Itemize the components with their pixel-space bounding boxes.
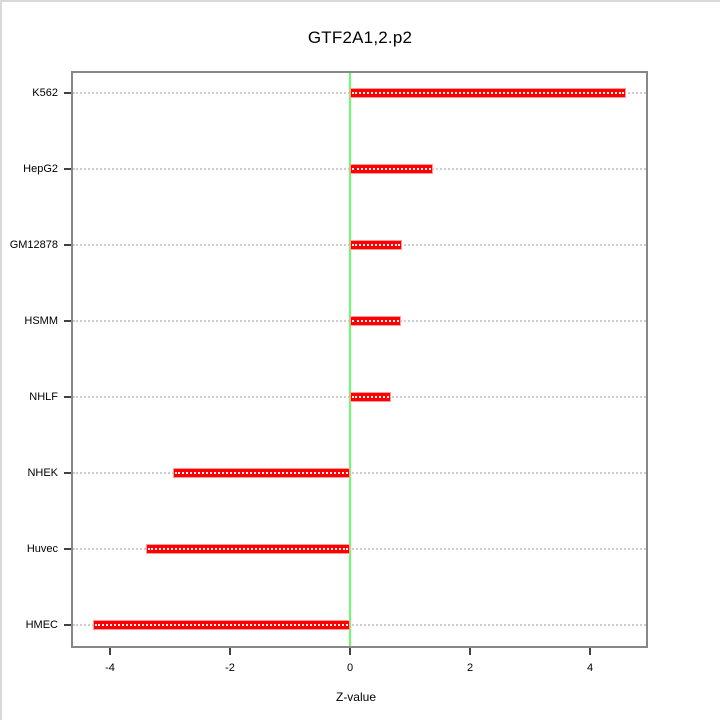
bar (146, 544, 350, 554)
y-axis-tick (64, 472, 71, 474)
screenshot-top-edge (0, 0, 720, 2)
y-axis-tick (64, 548, 71, 550)
bar (350, 164, 433, 174)
x-axis-label: Z-value (335, 690, 376, 704)
bar-center-dots (352, 320, 399, 322)
y-axis-tick (64, 92, 71, 94)
x-axis-tick (589, 648, 591, 655)
y-axis-tick (64, 320, 71, 322)
y-axis-tick (64, 244, 71, 246)
bar (350, 88, 626, 98)
y-tick-label: NHEK (27, 467, 58, 479)
y-axis-tick (64, 168, 71, 170)
y-axis-tick (64, 624, 71, 626)
bar (350, 240, 403, 250)
x-axis-tick (349, 648, 351, 655)
plot-area (71, 71, 648, 648)
y-tick-label: HSMM (24, 315, 58, 327)
bar-center-dots (175, 472, 348, 474)
bar-center-dots (352, 396, 389, 398)
bar (350, 316, 401, 326)
bar-center-dots (352, 168, 431, 170)
x-tick-label: 0 (346, 662, 354, 674)
y-tick-label: Huvec (26, 543, 58, 555)
chart-title: GTF2A1,2.p2 (307, 28, 413, 47)
y-axis-tick (64, 396, 71, 398)
bar-center-dots (352, 244, 401, 246)
bar (173, 468, 350, 478)
x-tick-label: 4 (586, 662, 594, 674)
y-tick-label: HMEC (25, 619, 58, 631)
bar-center-dots (95, 624, 348, 626)
x-axis-tick (229, 648, 231, 655)
x-tick-label: 2 (466, 662, 474, 674)
screenshot-left-edge (0, 0, 2, 720)
grid-line (73, 548, 646, 550)
bar-center-dots (352, 92, 624, 94)
x-tick-label: -2 (225, 662, 235, 674)
x-axis-tick (469, 648, 471, 655)
y-tick-label: HepG2 (23, 163, 58, 175)
bar-center-dots (148, 548, 348, 550)
grid-line (73, 624, 646, 626)
zero-reference-line (349, 73, 351, 646)
y-tick-label: K562 (32, 87, 58, 99)
y-tick-label: NHLF (29, 391, 58, 403)
y-tick-label: GM12878 (9, 239, 58, 251)
bar (350, 392, 391, 402)
bar (93, 620, 350, 630)
x-tick-label: -4 (105, 662, 115, 674)
grid-line (73, 472, 646, 474)
x-axis-tick (109, 648, 111, 655)
